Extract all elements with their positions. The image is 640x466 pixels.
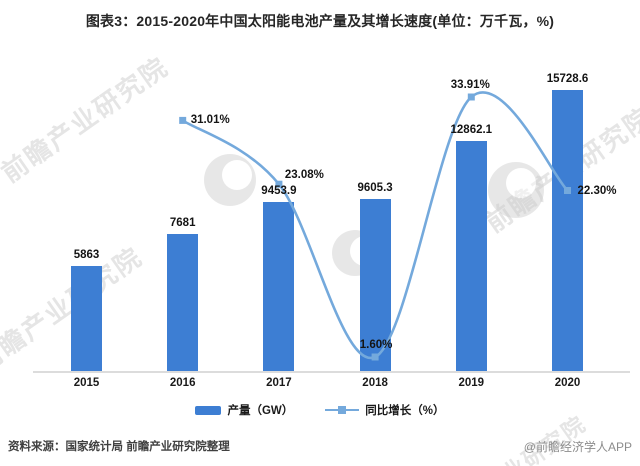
legend: 产量（GW） 同比增长（%）	[0, 402, 640, 418]
bar-value-label: 15728.6	[546, 73, 589, 85]
legend-label-production: 产量（GW）	[227, 405, 294, 417]
legend-item-growth: 同比增长（%）	[325, 402, 445, 418]
legend-label-growth: 同比增长（%）	[365, 405, 445, 417]
line-series-swatch-icon	[325, 406, 360, 415]
category-label: 2016	[169, 377, 196, 389]
growth-value-label: 23.08%	[284, 169, 324, 182]
bar-value-label: 7681	[169, 216, 196, 229]
x-axis-line	[33, 371, 630, 373]
growth-value-label: 33.91%	[450, 79, 490, 91]
category-label: 2018	[362, 377, 388, 389]
category-label: 2015	[73, 377, 100, 389]
bar	[71, 266, 102, 371]
legend-item-production: 产量（GW）	[195, 402, 293, 418]
credit-note: @前瞻经济学人APP	[523, 440, 632, 454]
line-marker	[467, 93, 475, 101]
bar	[263, 202, 295, 371]
growth-value-label: 31.01%	[190, 114, 230, 127]
bar-series-swatch-icon	[195, 405, 222, 415]
bar	[455, 141, 487, 371]
bar	[167, 233, 199, 371]
category-label: 2017	[266, 377, 292, 389]
category-label: 2020	[554, 377, 581, 389]
bar-value-label: 5863	[73, 249, 100, 262]
growth-value-label: 1.60%	[359, 339, 393, 351]
source-note: 资料来源：国家统计局 前瞻产业研究院整理	[8, 441, 230, 453]
bar	[552, 90, 583, 371]
line-marker	[179, 116, 187, 124]
category-label: 2019	[458, 377, 485, 389]
growth-value-label: 22.30%	[577, 184, 617, 197]
bar-value-label: 9453.9	[261, 185, 297, 198]
bar-value-label: 9605.3	[357, 182, 393, 195]
bar-value-label: 12862.1	[450, 124, 493, 137]
chart-title: 图表3：2015-2020年中国太阳能电池产量及其增长速度(单位：万千瓦，%)	[85, 13, 555, 29]
